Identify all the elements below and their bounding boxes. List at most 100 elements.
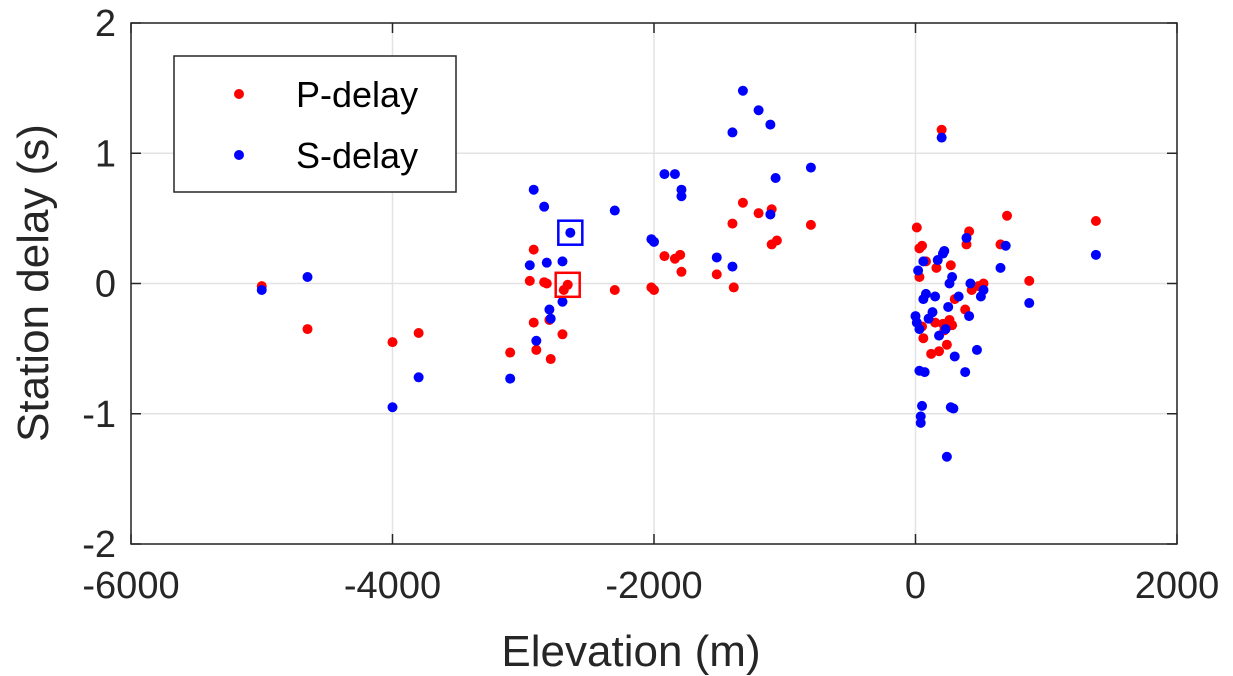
y-tick-label: 2 <box>95 3 116 45</box>
data-point-s-delay <box>964 311 975 322</box>
data-point-s-delay <box>960 367 971 378</box>
x-tick-label: -2000 <box>605 565 702 607</box>
data-point-s-delay <box>805 162 816 173</box>
data-point-s-delay <box>659 169 670 180</box>
data-point-s-delay <box>557 296 568 307</box>
data-point-s-delay <box>770 172 781 183</box>
y-tick-label: 0 <box>95 264 116 306</box>
data-point-s-delay <box>528 184 539 195</box>
data-point-s-delay <box>915 417 926 428</box>
data-point-p-delay <box>562 279 573 290</box>
data-point-s-delay <box>947 271 958 282</box>
data-point-p-delay <box>805 219 816 230</box>
legend-marker-s-delay <box>234 150 244 160</box>
data-point-p-delay <box>528 317 539 328</box>
data-point-p-delay <box>609 285 620 296</box>
highlight-box-p-delay <box>554 271 581 299</box>
data-point-s-delay <box>676 191 687 202</box>
data-point-s-delay <box>943 301 954 312</box>
data-point-p-delay <box>1002 210 1013 221</box>
data-point-p-delay <box>413 327 424 338</box>
data-point-s-delay <box>914 324 925 335</box>
data-point-s-delay <box>544 304 555 315</box>
data-point-s-delay <box>934 330 945 341</box>
data-point-s-delay <box>302 271 313 282</box>
data-point-p-delay <box>926 348 937 359</box>
data-point-p-delay <box>1024 275 1035 286</box>
data-point-p-delay <box>945 260 956 271</box>
data-point-p-delay <box>918 333 929 344</box>
data-point-s-delay <box>649 236 659 247</box>
data-point-s-delay <box>387 402 398 413</box>
legend-box <box>173 55 457 193</box>
data-point-s-delay <box>917 400 928 411</box>
data-point-p-delay <box>941 339 952 350</box>
data-point-p-delay <box>936 124 947 135</box>
data-point-s-delay <box>256 285 267 296</box>
legend-marker-p-delay <box>234 89 244 99</box>
highlight-box-s-delay <box>557 219 584 246</box>
x-axis-label: Elevation (m) <box>501 627 760 676</box>
data-point-s-delay <box>939 245 950 256</box>
legend-label-s-delay: S-delay <box>296 135 418 176</box>
data-point-s-delay <box>941 451 952 462</box>
data-point-s-delay <box>545 313 556 324</box>
y-tick-label: -2 <box>82 524 116 566</box>
data-point-p-delay <box>659 251 670 262</box>
data-point-s-delay <box>927 307 938 318</box>
data-point-s-delay <box>965 278 976 289</box>
data-point-p-delay <box>728 282 739 293</box>
data-point-s-delay <box>995 262 1006 273</box>
data-point-s-delay <box>727 261 738 272</box>
data-point-s-delay <box>1000 240 1011 251</box>
data-point-s-delay <box>913 265 924 276</box>
data-point-p-delay <box>528 244 539 255</box>
data-point-s-delay <box>524 260 535 271</box>
data-point-s-delay <box>961 232 972 243</box>
data-point-s-delay <box>609 205 620 216</box>
data-point-s-delay <box>949 351 960 362</box>
data-point-s-delay <box>920 288 931 299</box>
data-point-s-delay <box>765 119 776 130</box>
data-point-s-delay <box>565 227 576 238</box>
axis-ticks: -6000 -4000 -2000 0 2000 -2 -1 0 1 2 <box>82 3 1219 607</box>
data-point-s-delay <box>413 372 424 383</box>
data-point-s-delay <box>948 403 959 414</box>
data-point-s-delay <box>737 85 748 96</box>
data-point-s-delay <box>531 335 542 346</box>
data-point-s-delay <box>930 291 941 302</box>
data-point-p-delay <box>302 324 313 335</box>
data-point-p-delay <box>931 262 942 273</box>
data-point-p-delay <box>557 329 568 340</box>
data-point-p-delay <box>753 208 764 219</box>
data-point-p-delay <box>675 249 686 260</box>
x-tick-label: -4000 <box>344 565 441 607</box>
data-point-s-delay <box>918 256 929 267</box>
data-point-s-delay <box>940 324 951 335</box>
data-point-p-delay <box>711 269 722 280</box>
y-tick-label: -1 <box>82 394 116 436</box>
data-point-s-delay <box>1024 298 1035 309</box>
data-point-p-delay <box>727 218 738 229</box>
data-point-p-delay <box>387 337 398 348</box>
data-point-s-delay <box>919 367 930 378</box>
data-point-p-delay <box>505 347 516 358</box>
data-point-s-delay <box>541 257 552 268</box>
highlight-boxes <box>554 219 584 299</box>
data-point-p-delay <box>934 346 945 357</box>
data-points <box>256 85 1101 462</box>
data-point-p-delay <box>649 285 659 296</box>
data-point-p-delay <box>1090 215 1101 226</box>
y-axis-label: Station delay (s) <box>9 124 58 442</box>
data-point-p-delay <box>911 222 922 233</box>
data-point-s-delay <box>936 132 947 143</box>
data-point-p-delay <box>737 197 748 208</box>
data-point-s-delay <box>971 344 982 355</box>
x-tick-label: 2000 <box>1135 565 1220 607</box>
data-point-s-delay <box>557 256 568 267</box>
data-point-s-delay <box>978 285 989 296</box>
data-point-s-delay <box>753 105 764 116</box>
data-point-p-delay <box>524 275 535 286</box>
legend: P-delay S-delay <box>173 55 457 193</box>
